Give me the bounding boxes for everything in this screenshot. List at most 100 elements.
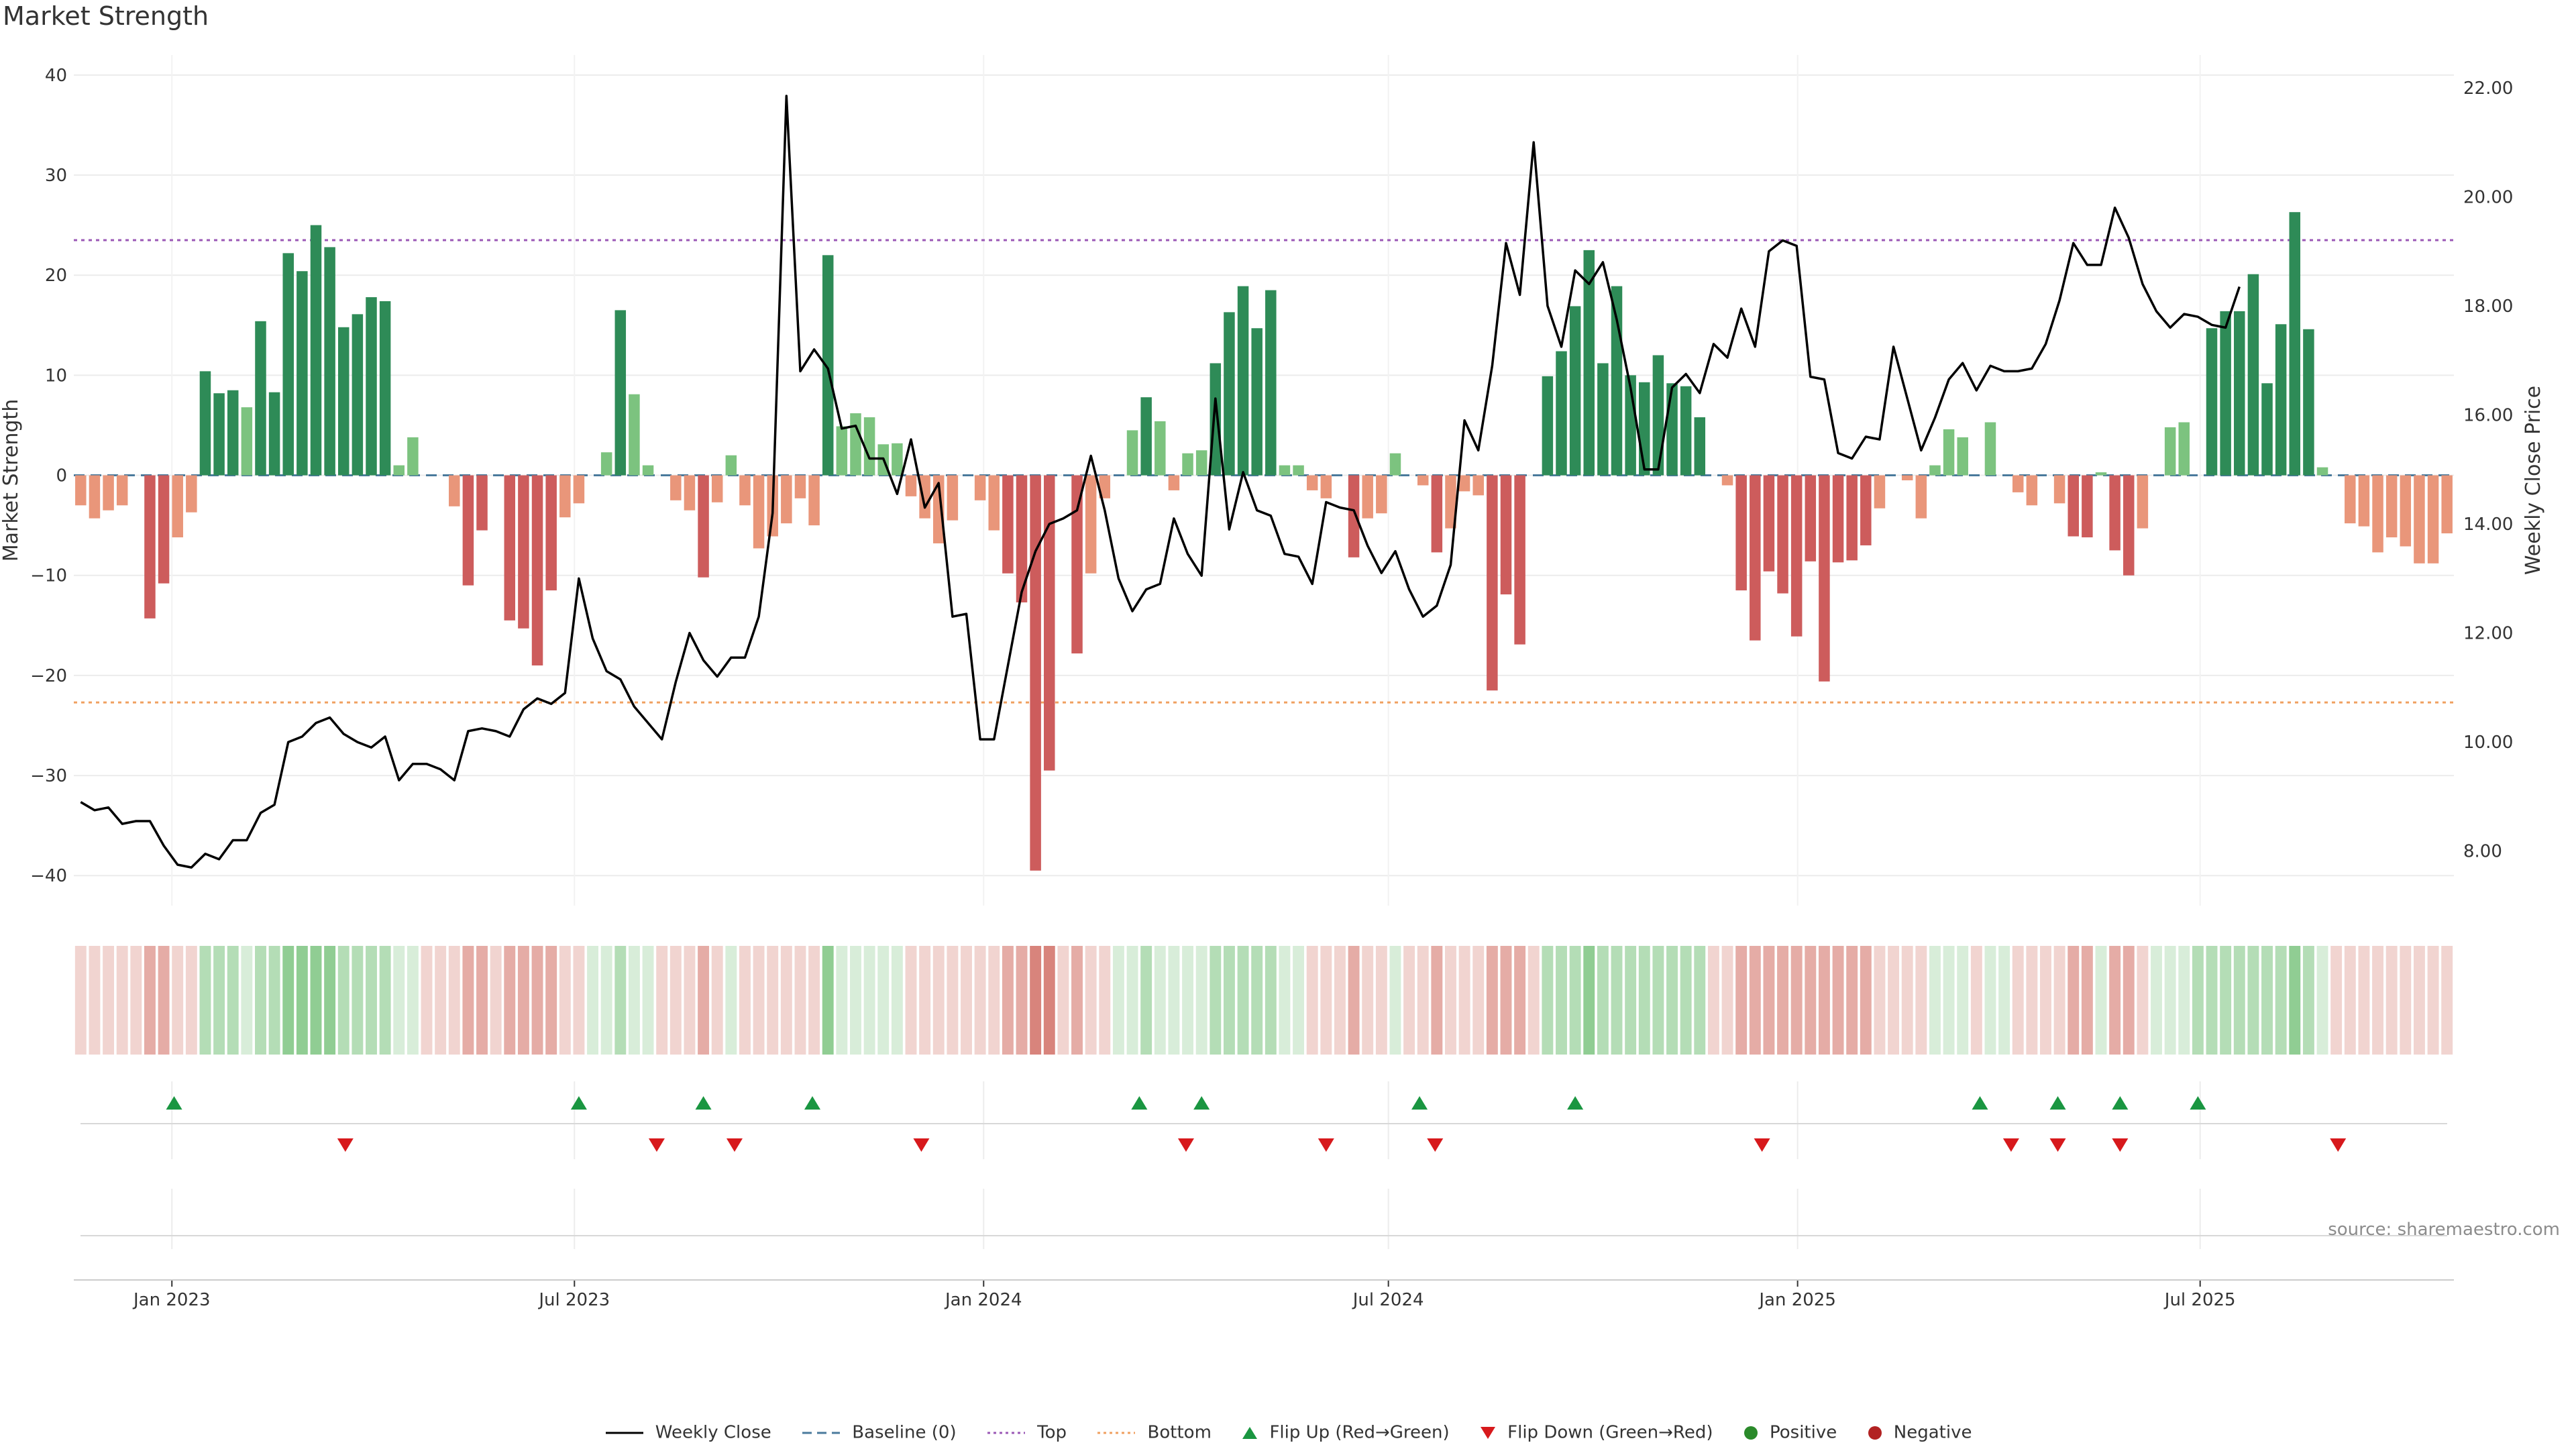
strength-bar [1320, 475, 1332, 498]
regime-cell [366, 946, 377, 1055]
regime-cell [89, 946, 101, 1055]
regime-cell [2302, 946, 2314, 1055]
strength-bar [1445, 475, 1456, 529]
regime-cell [1486, 946, 1498, 1055]
strength-bar [2109, 475, 2121, 551]
strength-bar [1943, 429, 1955, 476]
regime-cell [1126, 946, 1138, 1055]
regime-cell [2026, 946, 2038, 1055]
regime-cell [2012, 946, 2024, 1055]
y2-tick-label: 8.00 [2463, 842, 2502, 862]
regime-cell [1860, 946, 1872, 1055]
y-tick-label: −30 [30, 766, 67, 786]
regime-cell [753, 946, 765, 1055]
regime-cell [1458, 946, 1470, 1055]
regime-cell [2247, 946, 2259, 1055]
regime-cell [2040, 946, 2051, 1055]
flip-up-marker [1131, 1096, 1148, 1110]
regime-cell [1071, 946, 1083, 1055]
strength-bar [988, 475, 1000, 531]
regime-cell [767, 946, 779, 1055]
regime-cell [1348, 946, 1360, 1055]
flip-down-marker [1177, 1138, 1194, 1152]
regime-cell [2372, 946, 2384, 1055]
strength-bar [2053, 475, 2065, 504]
regime-cell [1542, 946, 1554, 1055]
strength-bar [1542, 376, 1554, 476]
strength-bar [1639, 382, 1650, 476]
strength-bar [531, 475, 543, 665]
regime-cell [1279, 946, 1291, 1055]
x-tick-label: Jan 2025 [1758, 1290, 1836, 1310]
regime-cell [1694, 946, 1706, 1055]
y-tick-label: 30 [45, 166, 67, 186]
regime-cell [1638, 946, 1650, 1055]
y-tick-label: −20 [30, 666, 67, 686]
legend-label: Weekly Close [655, 1422, 771, 1443]
y2-tick-label: 12.00 [2463, 624, 2513, 644]
strength-bar [1763, 475, 1775, 572]
regime-cell [2441, 946, 2453, 1055]
regime-cell [1929, 946, 1941, 1055]
regime-cell [448, 946, 460, 1055]
regime-cell [1500, 946, 1512, 1055]
y2-tick-label: 14.00 [2463, 515, 2513, 535]
strength-bar [670, 475, 682, 500]
strength-bar [1957, 437, 1968, 476]
strength-bar [255, 321, 266, 476]
regime-cell [614, 946, 627, 1055]
strength-bar [2372, 475, 2383, 553]
flip-down-marker [648, 1138, 665, 1152]
strength-bar [2068, 475, 2079, 537]
regime-cell [1957, 946, 1969, 1055]
source-label: source: sharemaestro.com [2328, 1220, 2560, 1240]
regime-cell [1832, 946, 1844, 1055]
regime-cell [310, 946, 322, 1055]
regime-cell [1943, 946, 1955, 1055]
regime-cell [241, 946, 253, 1055]
strength-bar [2414, 475, 2425, 564]
regime-cell [1569, 946, 1581, 1055]
regime-cell [1735, 946, 1748, 1055]
strength-bar [213, 393, 225, 476]
x-tick-label: Jul 2025 [2163, 1290, 2236, 1310]
regime-cell [199, 946, 211, 1055]
regime-cell [296, 946, 308, 1055]
strength-bar [1195, 450, 1208, 476]
regime-cell [1030, 946, 1042, 1055]
strength-bar [407, 437, 419, 476]
regime-cell [2123, 946, 2135, 1055]
strength-bar [1666, 383, 1678, 476]
strength-bar [1694, 417, 1706, 476]
y-tick-label: −10 [30, 566, 67, 586]
regime-cell [1680, 946, 1692, 1055]
regime-cell [587, 946, 599, 1055]
strength-bar [1362, 475, 1373, 519]
strength-bar [2247, 274, 2259, 476]
regime-cell [324, 946, 336, 1055]
regime-cell [1707, 946, 1719, 1055]
regime-cell [1984, 946, 1996, 1055]
regime-cell [850, 946, 861, 1055]
strength-bar [559, 475, 571, 518]
legend-item-bottom: Bottom [1096, 1422, 1212, 1443]
strength-bar [2261, 383, 2273, 476]
weekly-close-line [80, 95, 2241, 869]
strength-bar [1680, 386, 1692, 476]
regime-cell [2137, 946, 2149, 1055]
flip-up-marker [2190, 1096, 2206, 1110]
strength-bar [324, 247, 335, 476]
regime-cell [2081, 946, 2093, 1055]
grid-lines [74, 55, 2454, 1249]
x-tick-label: Jul 2024 [1352, 1290, 1424, 1310]
flip-up-marker [1567, 1096, 1584, 1110]
strength-bar [545, 475, 557, 591]
regime-cell [1016, 946, 1028, 1055]
regime-cell [932, 946, 945, 1055]
regime-cell [961, 946, 972, 1055]
strength-bar [836, 426, 848, 476]
y2-tick-label: 18.00 [2463, 297, 2513, 317]
regime-cell [2358, 946, 2370, 1055]
regime-cell [1611, 946, 1623, 1055]
